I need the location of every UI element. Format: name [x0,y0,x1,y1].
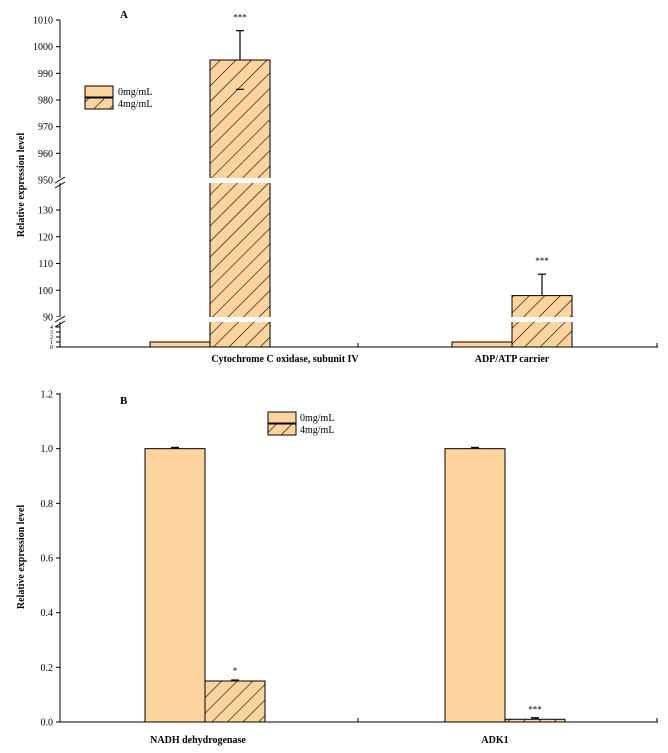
significance-label: *** [528,704,542,714]
y-tick-label: 0.0 [41,718,54,729]
legend-swatch-4mg [84,97,114,110]
y-tick-label: 980 [38,96,53,107]
y-tick-label: 110 [38,259,53,270]
y-tick-label: 0 [50,345,53,351]
y-tick-label: 990 [38,69,53,80]
panel-b-y-ticks: 0.0 0.2 0.4 0.6 0.8 1.0 1.2 [41,390,60,729]
bar [209,59,271,348]
panel-a-label: A [120,9,128,21]
y-tick-label: 90 [43,313,53,324]
y-tick-label: 1.0 [41,444,54,455]
y-tick-label: 1.2 [41,390,54,401]
panel-b-bars: **** [144,446,566,723]
y-tick-label: 0.2 [41,663,54,674]
panel-a-legend: 0mg/mL 4mg/mL [84,85,152,110]
panel-a-category-label: Cytochrome C oxidase, subunit IV [211,354,359,365]
bar [451,341,513,348]
panel-a-axis-break-lower [54,315,655,328]
panel-b-category-label: NADH dehydrogenase [150,735,246,746]
legend-label-4mg: 4mg/mL [300,425,334,436]
panel-b-category-label: ADK1 [481,735,508,746]
legend-swatch-4mg [267,423,297,436]
panel-a-y-axis-label: Relative expression level [16,133,27,237]
y-tick-label: 120 [38,232,53,243]
bar [144,448,206,723]
legend-swatch-0mg [84,85,114,98]
y-tick-label: 130 [38,206,53,217]
significance-label: *** [535,256,549,266]
panel-b-legend: 0mg/mL 4mg/mL [267,411,334,436]
bar [444,448,506,723]
panel-a-category-label: ADP/ATP carrier [475,354,550,365]
legend-label-4mg: 4mg/mL [118,99,152,110]
y-tick-label: 1000 [33,42,53,53]
legend-swatch-0mg [267,411,297,424]
significance-label: *** [233,13,247,23]
panel-a-axis-break-upper [54,176,355,189]
y-tick-label: 970 [38,122,53,133]
y-tick-label: 2 [50,335,53,341]
panel-b: B Relative expression level 0.0 0.2 0.4 0.6… [16,390,658,746]
y-tick-label: 0.6 [41,554,54,565]
panel-b-label: B [120,395,128,407]
y-tick-label: 4 [50,325,53,331]
significance-label: * [233,666,238,676]
legend-label-0mg: 0mg/mL [118,87,152,98]
y-tick-label: 1010 [33,16,53,27]
y-tick-label: 100 [38,286,53,297]
bar [204,680,266,723]
y-tick-label: 1 [50,340,53,346]
y-tick-label: 3 [50,330,53,336]
panel-b-y-axis-label: Relative expression level [16,505,27,609]
y-tick-label: 950 [38,176,53,187]
y-tick-label: 0.4 [41,608,54,619]
y-tick-label: 960 [38,149,53,160]
legend-label-0mg: 0mg/mL [300,413,334,424]
bar [149,341,211,348]
y-tick-label: 0.8 [41,499,54,510]
